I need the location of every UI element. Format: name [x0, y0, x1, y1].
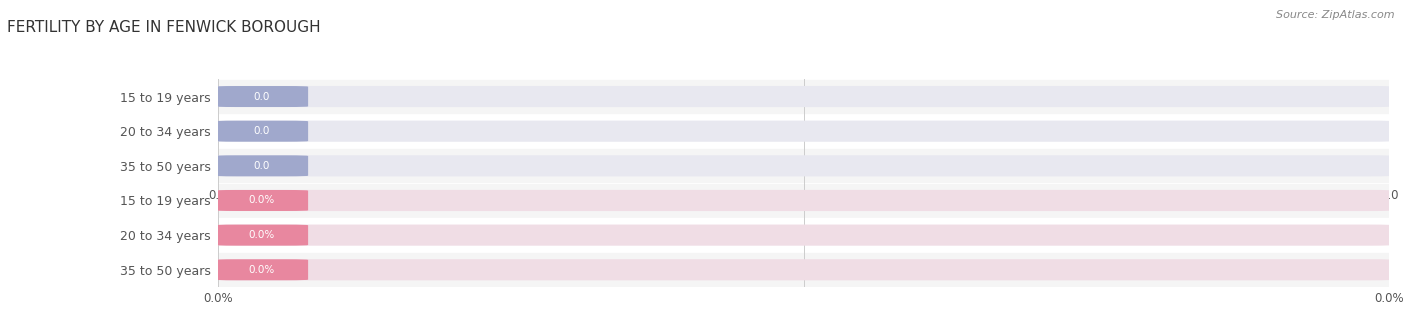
- Text: 0.0%: 0.0%: [247, 265, 274, 275]
- Text: 0.0: 0.0: [253, 91, 270, 102]
- Text: 0.0: 0.0: [253, 126, 270, 136]
- Text: 0.0: 0.0: [208, 189, 228, 202]
- Text: 0.0: 0.0: [253, 161, 270, 171]
- FancyBboxPatch shape: [215, 155, 308, 176]
- FancyBboxPatch shape: [215, 86, 308, 107]
- FancyBboxPatch shape: [212, 224, 1395, 246]
- FancyBboxPatch shape: [212, 259, 1395, 280]
- Text: Source: ZipAtlas.com: Source: ZipAtlas.com: [1277, 10, 1395, 20]
- Bar: [218, 184, 1389, 217]
- FancyBboxPatch shape: [212, 86, 1395, 107]
- FancyBboxPatch shape: [215, 225, 308, 246]
- Bar: [218, 253, 1389, 286]
- Text: 0.0: 0.0: [1379, 189, 1399, 202]
- FancyBboxPatch shape: [215, 259, 308, 280]
- Bar: [218, 80, 1389, 113]
- Text: FERTILITY BY AGE IN FENWICK BOROUGH: FERTILITY BY AGE IN FENWICK BOROUGH: [7, 20, 321, 35]
- FancyBboxPatch shape: [215, 190, 308, 211]
- FancyBboxPatch shape: [212, 155, 1395, 177]
- Text: 0.0%: 0.0%: [247, 195, 274, 206]
- Text: 0.0%: 0.0%: [247, 230, 274, 240]
- FancyBboxPatch shape: [215, 121, 308, 142]
- Bar: [218, 115, 1389, 148]
- FancyBboxPatch shape: [212, 190, 1395, 211]
- Bar: [218, 149, 1389, 182]
- Bar: [218, 218, 1389, 252]
- FancyBboxPatch shape: [212, 120, 1395, 142]
